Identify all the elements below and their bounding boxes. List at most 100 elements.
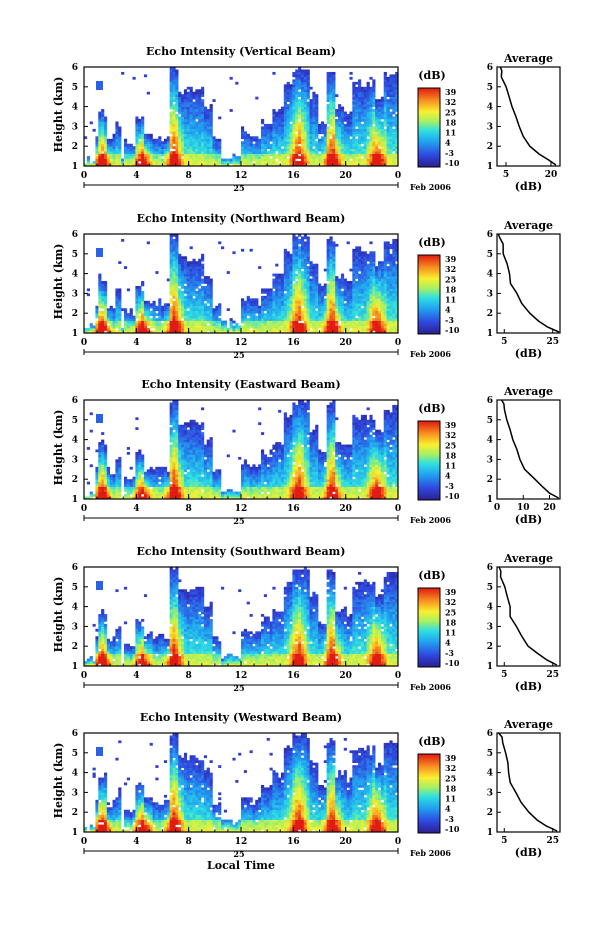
echo-cell bbox=[172, 74, 176, 78]
echo-cell bbox=[135, 288, 139, 292]
echo-cell bbox=[178, 146, 182, 149]
echo-cell bbox=[189, 303, 193, 307]
echo-cell bbox=[303, 234, 307, 237]
echo-cell bbox=[346, 114, 350, 117]
echo-cell bbox=[112, 138, 116, 142]
echo-cell bbox=[146, 330, 150, 334]
echo-cell bbox=[346, 310, 350, 314]
echo-cell bbox=[249, 298, 253, 302]
echo-cell bbox=[126, 325, 130, 329]
echo-cell bbox=[266, 330, 270, 334]
echo-cell bbox=[175, 313, 179, 316]
echo-cell bbox=[138, 303, 142, 307]
echo-cell bbox=[360, 253, 365, 257]
echo-cell bbox=[169, 128, 173, 132]
echo-cell bbox=[181, 310, 185, 314]
echo-cell bbox=[323, 283, 327, 287]
echo-cell bbox=[303, 328, 307, 331]
echo-cell bbox=[375, 163, 379, 167]
echo-cell bbox=[275, 133, 279, 137]
echo-cell bbox=[175, 281, 179, 284]
echo-cell bbox=[292, 153, 296, 157]
echo-cell bbox=[355, 300, 359, 304]
echo-cell bbox=[260, 315, 265, 319]
echo-cell bbox=[306, 148, 310, 152]
echo-cell bbox=[286, 138, 290, 142]
echo-cell bbox=[395, 71, 399, 75]
echo-cell bbox=[189, 293, 193, 297]
colorbar-tick-label: 25 bbox=[445, 274, 456, 284]
echo-cell bbox=[161, 318, 165, 321]
echo-cell bbox=[169, 256, 173, 260]
echo-cell bbox=[326, 121, 330, 125]
echo-cell bbox=[209, 128, 213, 132]
echo-cell bbox=[272, 293, 276, 297]
echo-cell bbox=[320, 148, 325, 152]
echo-cell bbox=[323, 315, 327, 319]
echo-cell bbox=[292, 278, 296, 282]
echo-cell bbox=[318, 146, 322, 149]
echo-cell bbox=[283, 101, 287, 105]
echo-cell bbox=[292, 330, 296, 334]
echo-cell bbox=[169, 79, 173, 83]
echo-cell bbox=[360, 288, 365, 292]
echo-cell bbox=[383, 84, 387, 88]
echo-cell bbox=[143, 156, 148, 159]
echo-cell bbox=[395, 74, 399, 78]
echo-cell bbox=[192, 273, 196, 277]
echo-cell bbox=[278, 295, 282, 299]
echo-cell bbox=[215, 313, 219, 316]
echo-cell bbox=[101, 484, 105, 487]
echo-cell bbox=[169, 76, 173, 80]
echo-cell bbox=[149, 148, 153, 152]
panel-title: Echo Intensity (Northward Beam) bbox=[137, 212, 346, 225]
echo-cell bbox=[383, 138, 387, 142]
echo-cell bbox=[320, 295, 325, 299]
echo-cell bbox=[158, 163, 162, 167]
echo-cell bbox=[358, 310, 362, 314]
echo-cell bbox=[380, 308, 385, 312]
echo-cell bbox=[392, 241, 396, 245]
echo-cell bbox=[95, 305, 99, 309]
echo-cell bbox=[212, 151, 216, 154]
echo-cell bbox=[375, 99, 379, 102]
echo-cell bbox=[295, 246, 299, 250]
echo-cell bbox=[363, 308, 367, 312]
echo-cell bbox=[175, 328, 179, 331]
echo-cell bbox=[206, 161, 210, 164]
echo-cell bbox=[300, 308, 305, 312]
echo-cell bbox=[358, 116, 362, 120]
echo-cell bbox=[123, 153, 128, 157]
echo-cell bbox=[395, 238, 399, 242]
echo-cell bbox=[395, 101, 399, 105]
echo-cell bbox=[95, 323, 99, 326]
echo-cell bbox=[338, 138, 342, 142]
echo-cell bbox=[280, 143, 285, 147]
echo-cell bbox=[323, 138, 327, 142]
echo-cell bbox=[369, 261, 373, 264]
echo-cell bbox=[201, 114, 205, 117]
echo-cell bbox=[383, 248, 387, 252]
echo-cell bbox=[309, 266, 313, 269]
echo-cell bbox=[192, 94, 196, 97]
echo-cell bbox=[346, 315, 350, 319]
echo-cell bbox=[260, 328, 265, 331]
echo-cell bbox=[278, 126, 282, 130]
echo-cell bbox=[326, 74, 330, 78]
echo-cell bbox=[318, 148, 322, 152]
echo-cell bbox=[326, 84, 330, 88]
echo-cell bbox=[383, 101, 387, 105]
echo-cell bbox=[278, 136, 282, 140]
echo-cell bbox=[101, 161, 105, 164]
echo-cell bbox=[392, 261, 396, 264]
echo-cell bbox=[141, 293, 145, 297]
echo-cell bbox=[118, 298, 122, 302]
echo-cell bbox=[349, 143, 353, 147]
echo-cell bbox=[295, 258, 299, 262]
echo-cell bbox=[201, 148, 205, 152]
echo-cell bbox=[349, 161, 353, 164]
echo-cell bbox=[143, 325, 148, 329]
echo-cell bbox=[318, 295, 322, 299]
echo-cell bbox=[320, 161, 325, 164]
echo-cell bbox=[352, 153, 356, 157]
